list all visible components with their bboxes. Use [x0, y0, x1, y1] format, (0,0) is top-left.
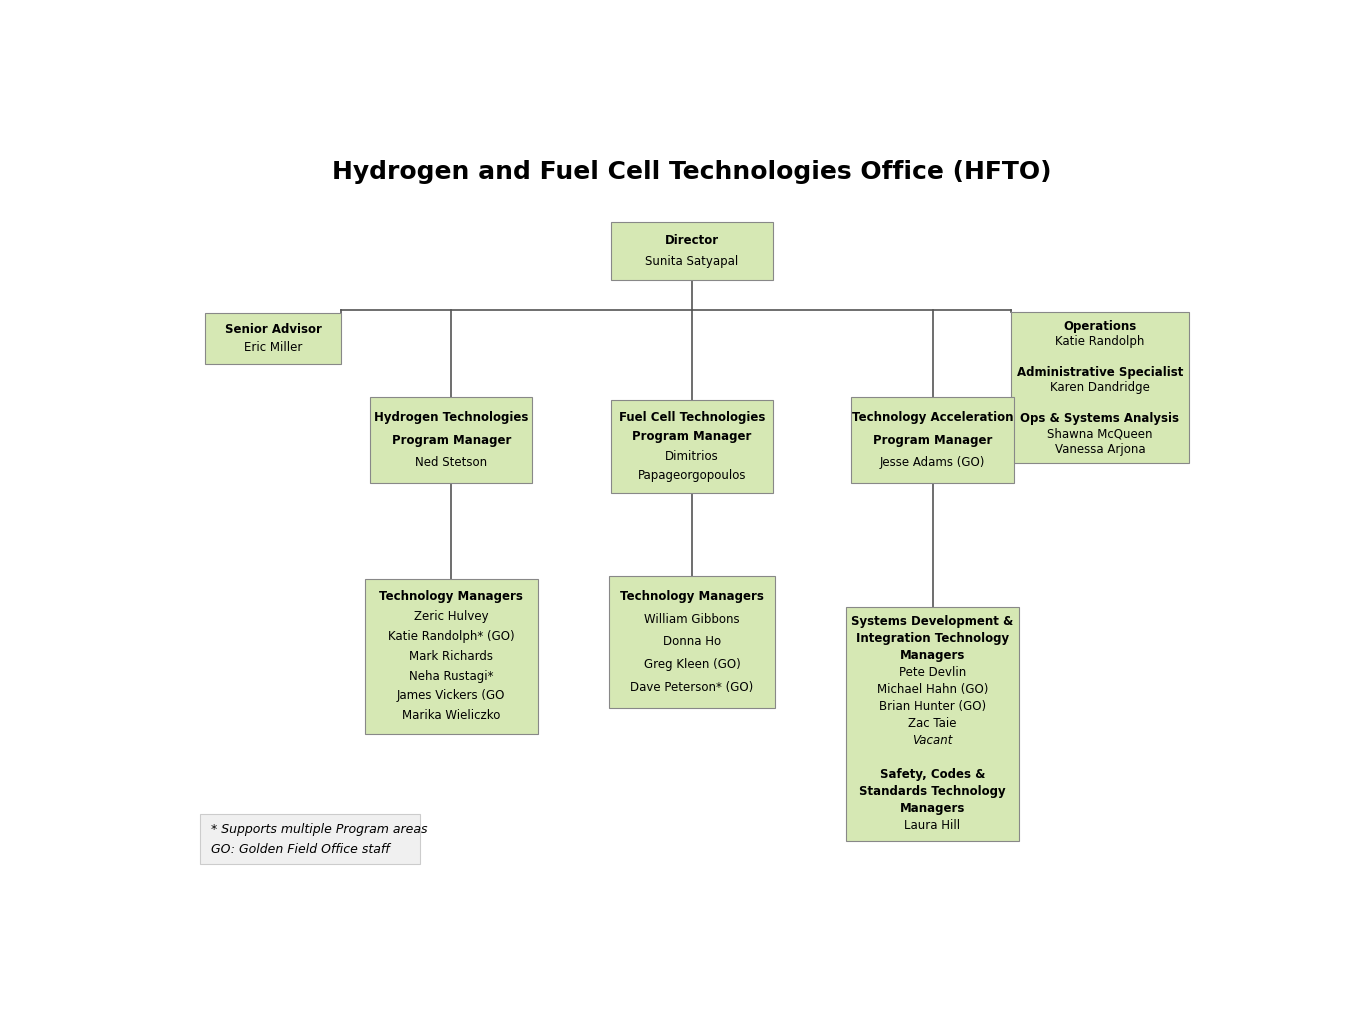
Text: James Vickers (GO: James Vickers (GO — [397, 689, 505, 703]
FancyBboxPatch shape — [852, 397, 1014, 483]
Text: Program Manager: Program Manager — [873, 433, 992, 447]
Text: Operations: Operations — [1064, 320, 1137, 332]
Text: Integration Technology: Integration Technology — [856, 633, 1008, 645]
Text: Vanessa Arjona: Vanessa Arjona — [1054, 443, 1145, 456]
Text: Eric Miller: Eric Miller — [244, 342, 302, 354]
Text: Program Manager: Program Manager — [392, 433, 510, 447]
Text: Technology Managers: Technology Managers — [379, 590, 524, 603]
Text: Technology Managers: Technology Managers — [620, 590, 764, 604]
Text: Katie Randolph* (GO): Katie Randolph* (GO) — [387, 630, 514, 643]
Text: Program Manager: Program Manager — [632, 430, 752, 443]
FancyBboxPatch shape — [609, 577, 775, 708]
Text: Brian Hunter (GO): Brian Hunter (GO) — [879, 701, 986, 713]
Text: Jesse Adams (GO): Jesse Adams (GO) — [880, 456, 986, 470]
Text: Managers: Managers — [900, 802, 965, 815]
Text: Marika Wieliczko: Marika Wieliczko — [402, 709, 501, 722]
Text: Pete Devlin: Pete Devlin — [899, 667, 967, 679]
FancyBboxPatch shape — [364, 579, 537, 734]
Text: Systems Development &: Systems Development & — [852, 615, 1014, 628]
Text: Papageorgopoulos: Papageorgopoulos — [637, 470, 747, 482]
Text: Greg Kleen (GO): Greg Kleen (GO) — [644, 658, 740, 671]
Text: Administrative Specialist: Administrative Specialist — [1017, 365, 1183, 379]
Text: Dimitrios: Dimitrios — [666, 450, 718, 462]
Text: William Gibbons: William Gibbons — [644, 613, 740, 625]
Text: Donna Ho: Donna Ho — [663, 636, 721, 648]
Text: Neha Rustagi*: Neha Rustagi* — [409, 670, 494, 682]
FancyBboxPatch shape — [610, 222, 774, 280]
Text: Zac Taie: Zac Taie — [909, 717, 957, 731]
Text: Sunita Satyapal: Sunita Satyapal — [645, 255, 738, 267]
Text: Dave Peterson* (GO): Dave Peterson* (GO) — [630, 681, 753, 694]
Text: Hydrogen and Fuel Cell Technologies Office (HFTO): Hydrogen and Fuel Cell Technologies Offi… — [332, 160, 1052, 184]
Text: Senior Advisor: Senior Advisor — [225, 323, 321, 335]
Text: Technology Acceleration: Technology Acceleration — [852, 411, 1014, 424]
FancyBboxPatch shape — [846, 607, 1019, 841]
Text: Katie Randolph: Katie Randolph — [1056, 335, 1145, 348]
Text: Ned Stetson: Ned Stetson — [416, 456, 487, 470]
Text: Michael Hahn (GO): Michael Hahn (GO) — [878, 683, 988, 697]
Text: * Supports multiple Program areas: * Supports multiple Program areas — [211, 823, 427, 836]
FancyBboxPatch shape — [1011, 312, 1189, 463]
Text: Shawna McQueen: Shawna McQueen — [1048, 427, 1153, 441]
FancyBboxPatch shape — [610, 399, 774, 493]
Text: Director: Director — [664, 234, 720, 248]
Text: Safety, Codes &: Safety, Codes & — [880, 768, 986, 781]
Text: Zeric Hulvey: Zeric Hulvey — [414, 610, 489, 623]
Text: Laura Hill: Laura Hill — [904, 819, 961, 832]
FancyBboxPatch shape — [200, 814, 420, 864]
FancyBboxPatch shape — [370, 397, 532, 483]
Text: Mark Richards: Mark Richards — [409, 650, 493, 663]
Text: Fuel Cell Technologies: Fuel Cell Technologies — [618, 411, 765, 424]
Text: Ops & Systems Analysis: Ops & Systems Analysis — [1021, 412, 1180, 425]
FancyBboxPatch shape — [205, 313, 342, 364]
Text: Karen Dandridge: Karen Dandridge — [1050, 381, 1150, 394]
Text: Vacant: Vacant — [913, 735, 953, 747]
Text: Managers: Managers — [900, 649, 965, 663]
Text: Standards Technology: Standards Technology — [859, 785, 1006, 798]
Text: GO: Golden Field Office staff: GO: Golden Field Office staff — [211, 843, 389, 857]
Text: Hydrogen Technologies: Hydrogen Technologies — [374, 411, 528, 424]
